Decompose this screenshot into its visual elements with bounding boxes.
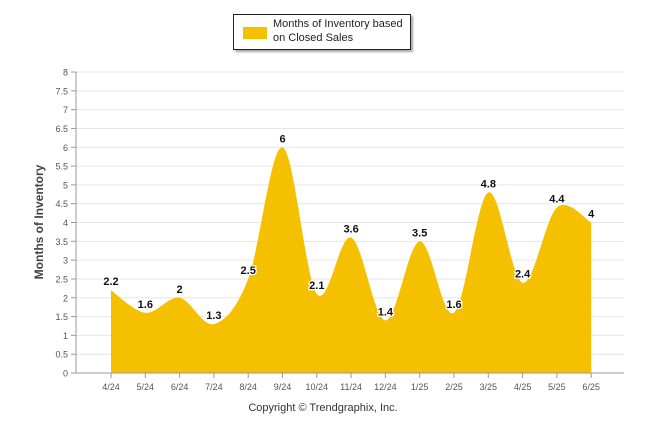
x-tick-label: 5/25 (548, 382, 566, 392)
copyright-text: Copyright © Trendgraphix, Inc. (248, 402, 398, 414)
y-tick-label: 3 (63, 256, 68, 266)
y-tick-label: 6.5 (55, 124, 68, 134)
y-tick-label: 4.5 (55, 199, 68, 209)
data-label: 4.4 (549, 193, 565, 205)
data-label: 1.3 (206, 310, 221, 322)
y-tick-label: 0 (63, 369, 68, 379)
data-label: 2.4 (515, 269, 531, 281)
y-tick-label: 5.5 (55, 162, 68, 172)
x-tick-label: 9/24 (274, 382, 292, 392)
x-tick-label: 10/24 (306, 382, 329, 392)
y-tick-label: 5 (63, 180, 68, 190)
x-tick-label: 5/24 (137, 382, 155, 392)
data-label: 1.6 (138, 299, 153, 311)
y-axis-label: Months of Inventory (32, 164, 46, 279)
x-tick-label: 2/25 (445, 382, 463, 392)
data-label: 3.5 (412, 227, 427, 239)
x-tick-label: 11/24 (340, 382, 362, 392)
data-label: 6 (279, 133, 285, 145)
legend: Months of Inventory based on Closed Sale… (233, 14, 411, 50)
legend-swatch (243, 27, 267, 39)
y-tick-label: 8 (63, 68, 68, 78)
data-label: 2 (177, 284, 183, 296)
x-tick-label: 6/24 (171, 382, 189, 392)
x-axis: 4/24 5/24 6/24 7/24 8/24 9/24 10/24 11/24 12/24 1… (76, 372, 624, 392)
data-label: 4.8 (481, 178, 496, 190)
x-tick-label: 7/24 (205, 382, 223, 392)
y-tick-label: 6 (63, 143, 68, 153)
legend-label: Months of Inventory based on Closed Sale… (273, 18, 403, 44)
data-labels: 2.2 1.6 2 1.3 2.5 6 2.1 3.6 1.4 3.5 1.6 4.8 2.4 4.4 4 (102, 132, 596, 323)
y-tick-label: 2.5 (55, 274, 68, 284)
x-tick-label: 8/24 (239, 382, 257, 392)
series-area (111, 147, 592, 373)
data-label: 3.6 (343, 224, 358, 236)
data-label: 2.5 (241, 265, 256, 277)
x-tick-label: 3/25 (480, 382, 498, 392)
data-label: 4 (588, 209, 595, 221)
x-tick-label: 4/25 (514, 382, 532, 392)
data-label: 1.6 (446, 299, 461, 311)
y-tick-label: 1.5 (55, 312, 68, 322)
data-label: 2.2 (103, 276, 118, 288)
y-tick-label: 3.5 (55, 237, 68, 247)
x-tick-label: 4/24 (102, 382, 120, 392)
y-tick-label: 7 (63, 105, 68, 115)
y-tick-label: 4 (63, 218, 68, 228)
y-axis-ticks: 0 0.5 1 1.5 2 2.5 3 3.5 4 4.5 5 5.5 6 6.5 7 7.5 8 (55, 68, 77, 379)
data-label: 1.4 (378, 306, 394, 318)
x-tick-label: 12/24 (374, 382, 397, 392)
y-tick-label: 2 (63, 293, 68, 303)
y-tick-label: 7.5 (55, 86, 68, 96)
x-tick-label: 1/25 (411, 382, 429, 392)
x-tick-label: 6/25 (582, 382, 600, 392)
data-label: 2.1 (309, 280, 324, 292)
y-tick-label: 0.5 (55, 350, 68, 360)
y-tick-label: 1 (63, 331, 68, 341)
